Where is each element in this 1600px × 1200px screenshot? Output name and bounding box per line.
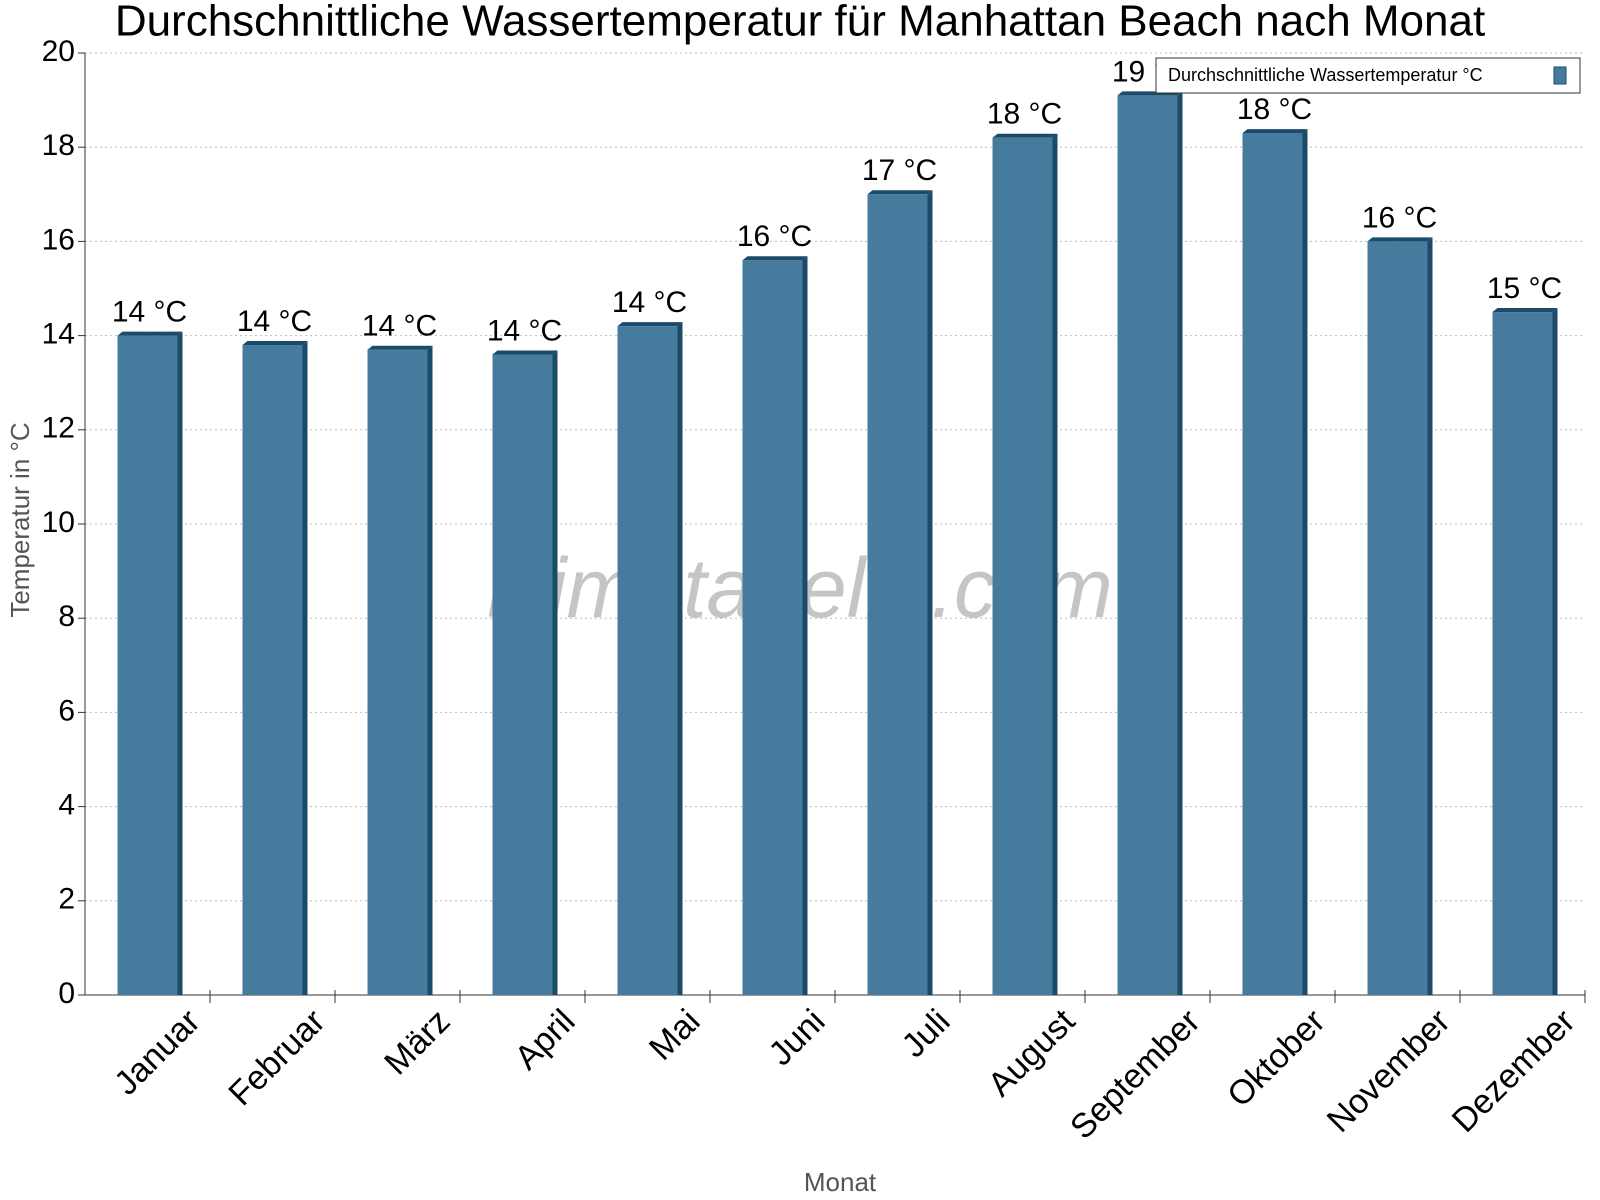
bar	[1242, 133, 1303, 995]
y-tick-label: 20	[42, 35, 75, 68]
bar	[117, 335, 178, 996]
bar	[867, 194, 928, 996]
bar	[742, 260, 803, 995]
value-label: 14 °C	[112, 296, 187, 329]
value-label: 17 °C	[862, 154, 937, 187]
bar-top	[367, 345, 433, 350]
bar-top	[492, 350, 558, 355]
bar-top	[617, 322, 683, 327]
y-tick-label: 14	[42, 318, 75, 351]
bar-top	[1492, 308, 1558, 313]
bar	[1117, 95, 1178, 995]
y-tick-label: 0	[58, 977, 75, 1010]
bar-top	[242, 341, 308, 346]
legend-box	[1155, 57, 1581, 94]
bar-top	[1242, 129, 1308, 134]
bar-side	[927, 190, 933, 996]
y-tick-label: 6	[58, 694, 75, 727]
bar-side	[1552, 308, 1558, 995]
y-tick-label: 8	[58, 600, 75, 633]
bar	[992, 137, 1053, 995]
value-label: 16 °C	[1362, 201, 1437, 234]
bar-side	[1427, 237, 1433, 995]
value-label: 18 °C	[987, 98, 1062, 131]
bar-side	[1177, 91, 1183, 995]
bar	[367, 349, 428, 996]
bar-top	[867, 190, 933, 195]
bar	[242, 345, 303, 995]
bar-side	[1302, 129, 1308, 995]
y-tick-label: 2	[58, 883, 75, 916]
y-tick-label: 4	[58, 789, 75, 822]
bar-side	[177, 331, 183, 996]
legend-label: Durchschnittliche Wassertemperatur °C	[1168, 65, 1483, 85]
value-label: 18 °C	[1237, 93, 1312, 126]
y-tick-label: 18	[42, 129, 75, 162]
bar	[617, 326, 678, 995]
legend-swatch	[1553, 66, 1567, 85]
value-label: 16 °C	[737, 220, 812, 253]
value-label: 14 °C	[237, 305, 312, 338]
chart-title: Durchschnittliche Wassertemperatur für M…	[115, 0, 1485, 46]
value-label: 14 °C	[612, 286, 687, 319]
bar-side	[552, 350, 558, 995]
bar	[492, 354, 553, 995]
value-label: 14 °C	[362, 310, 437, 343]
bar	[1492, 312, 1553, 995]
value-label: 15 °C	[1487, 272, 1562, 305]
y-tick-label: 16	[42, 223, 75, 256]
bar-top	[742, 256, 808, 261]
bar-side	[427, 345, 433, 996]
y-axis-label: Temperatur in °C	[5, 422, 35, 617]
bar-top	[117, 331, 183, 336]
bar-side	[302, 341, 308, 995]
bar-side	[677, 322, 683, 995]
bar-side	[1052, 133, 1058, 995]
y-tick-label: 12	[42, 412, 75, 445]
bar-side	[802, 256, 808, 995]
y-tick-label: 10	[42, 506, 75, 539]
bar-top	[1367, 237, 1433, 242]
bar	[1367, 241, 1428, 995]
legend: Durchschnittliche Wassertemperatur °C	[1155, 57, 1581, 94]
x-axis-label: Monat	[804, 1167, 877, 1197]
value-label: 14 °C	[487, 314, 562, 347]
bar-top	[992, 133, 1058, 138]
